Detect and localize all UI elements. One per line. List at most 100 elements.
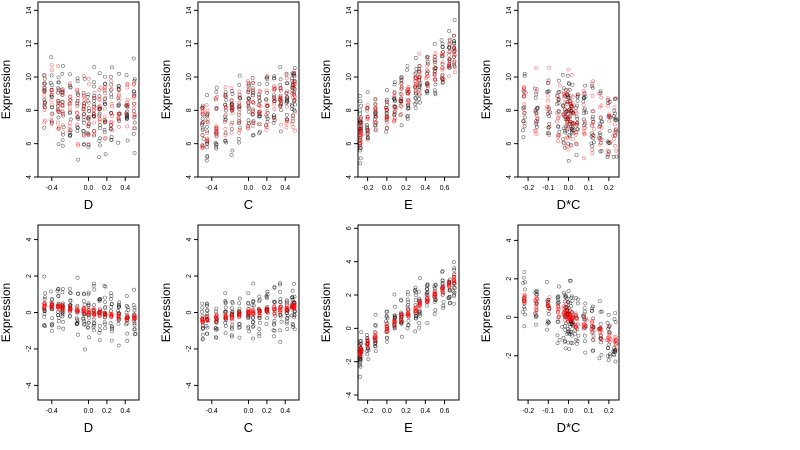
observed-point [569,142,573,147]
fitted-point [597,142,602,147]
observed-point [599,352,604,357]
observed-point [290,295,295,300]
fitted-point [432,62,437,67]
fitted-point [87,82,92,87]
y-tick-label-r1c4: 12 [506,40,513,48]
x-tick-label-r2c3: -0.2 [362,408,374,415]
fitted-point [606,103,610,108]
fitted-point [278,308,282,313]
observed-point [405,292,410,297]
fitted-point [117,98,121,103]
observed-point [223,114,227,119]
fitted-point [82,310,86,315]
observed-point [614,154,619,159]
observed-point [406,106,410,111]
fitted-point [405,311,410,316]
observed-point [452,18,457,22]
observed-point [103,284,108,289]
observed-point [102,102,107,107]
fitted-point [102,114,107,119]
x-tick-label-r2c1: -0.4 [46,408,58,415]
observed-point [417,312,422,316]
fitted-point [417,73,422,78]
observed-point [214,85,219,90]
y-tick-label-r2c1: 0 [26,310,33,314]
x-tick-label-r1c2: -0.4 [206,185,218,192]
fitted-point [413,304,418,309]
observed-point [75,79,80,84]
observed-point [132,308,137,313]
x-tick-label-r2c1: 0.2 [102,408,112,415]
observed-point [264,97,269,102]
observed-point [132,321,137,326]
fitted-point [545,107,550,112]
fitted-point [591,324,596,329]
fitted-point [292,74,297,78]
observed-point [544,280,549,284]
observed-point [265,81,270,86]
fitted-point [599,95,604,100]
fitted-point [98,117,102,122]
fitted-point [383,105,388,110]
observed-point [68,298,73,303]
fitted-point [534,128,538,133]
observed-point [432,299,437,304]
observed-point [68,72,72,77]
fitted-point [440,292,445,297]
observed-point [250,89,255,94]
observed-point [418,298,423,303]
fitted-point [278,310,283,314]
fitted-point [272,307,277,312]
fitted-point [561,304,566,309]
x-tick-label-r2c2: 0.2 [262,408,272,415]
observed-point [61,326,66,331]
fitted-point [399,92,404,97]
fitted-point [61,100,66,105]
fitted-point [574,133,578,137]
y-tick-label-r1c4: 4 [506,175,513,179]
fitted-point [534,113,539,118]
observed-point [523,280,527,285]
fitted-point [76,143,81,148]
fitted-point [573,320,578,325]
fitted-point [75,122,80,127]
fitted-point [384,327,389,332]
fitted-point [452,54,456,59]
observed-point [85,325,90,330]
fitted-point [547,295,552,300]
panel-r1c2: -0.4 0.0 0.2 0.4 4 6 8 10 12 14 C Expression [159,1,300,212]
fitted-point [237,95,242,100]
fitted-point [404,312,409,317]
observed-point [49,55,54,60]
observed-point [292,327,297,332]
observed-point [545,89,550,94]
observed-point [292,73,297,78]
observed-point [103,322,108,327]
fitted-point [82,74,86,79]
observed-point [102,127,107,132]
fitted-point [237,120,242,125]
observed-point [440,270,445,274]
fitted-point [285,302,289,307]
observed-point [290,119,295,124]
observed-point [556,300,561,305]
fitted-point [574,111,579,116]
fitted-point [414,75,418,80]
observed-point [556,78,561,83]
observed-point [257,297,262,302]
observed-point [557,337,562,342]
fitted-point [61,123,65,128]
observed-point [545,321,550,326]
fitted-point [452,70,457,75]
fitted-point [292,128,297,133]
observed-point [359,103,364,108]
fitted-point [272,102,277,107]
fitted-point [446,64,451,69]
observed-point [213,326,218,331]
fitted-point [545,104,550,109]
observed-point [405,114,410,119]
fitted-point [452,280,457,285]
fitted-point [399,87,404,92]
observed-point [251,281,256,286]
x-tick-label-r1c3: 0.4 [420,185,430,192]
